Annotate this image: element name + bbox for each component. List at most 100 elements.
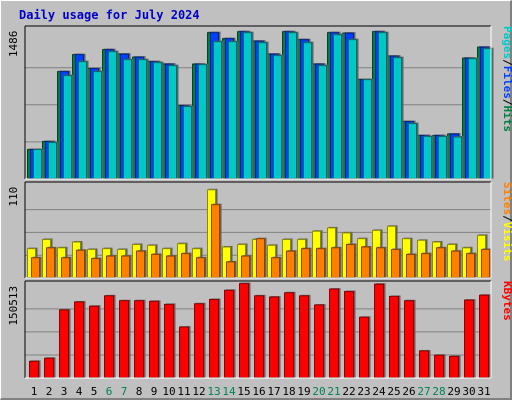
legend-part: / [501, 215, 512, 222]
bar-sites-day-13 [211, 204, 220, 278]
bar-kbytes-day-9 [149, 300, 159, 378]
bar-pages-day-22 [348, 39, 357, 180]
bar-kbytes-day-28 [434, 354, 444, 378]
bar-sites-day-26 [406, 253, 415, 278]
bar-pages-day-17 [273, 55, 282, 179]
bar-kbytes-day-18 [284, 292, 294, 378]
bar-pages-day-7 [123, 59, 132, 179]
bar-kbytes-day-11 [179, 326, 189, 378]
x-tick-label-day-29: 29 [447, 385, 460, 398]
bar-sites-day-4 [76, 249, 85, 279]
panel-2-max-label: 110 [7, 187, 20, 207]
panel-1-max-label: 1486 [7, 31, 20, 58]
legend-part: Visits [501, 222, 512, 262]
bar-sites-day-6 [106, 255, 115, 279]
bar-kbytes-day-10 [164, 303, 174, 379]
bar-pages-day-14 [228, 41, 237, 179]
bar-kbytes-day-19 [299, 295, 309, 378]
bar-pages-day-3 [63, 75, 72, 179]
bar-kbytes-day-14 [224, 289, 234, 379]
bar-kbytes-day-4 [74, 301, 84, 378]
x-tick-label-day-14: 14 [222, 385, 236, 398]
x-tick-label-day-26: 26 [402, 385, 415, 398]
bar-sites-day-20 [316, 248, 325, 278]
legend-part: / [501, 59, 512, 66]
bar-kbytes-day-30 [464, 299, 474, 379]
x-tick-label-day-31: 31 [477, 385, 490, 398]
bar-sites-day-11 [181, 253, 190, 278]
x-tick-label-day-18: 18 [282, 385, 295, 398]
bar-sites-day-15 [241, 255, 250, 279]
x-tick-label-day-22: 22 [342, 385, 355, 398]
bar-kbytes-day-3 [59, 309, 69, 378]
bar-pages-day-13 [213, 41, 222, 179]
x-tick-label-day-2: 2 [46, 385, 53, 398]
legend-part: KBytes [501, 281, 512, 321]
x-tick-label-day-27: 27 [417, 385, 430, 398]
x-tick-label-day-8: 8 [136, 385, 143, 398]
bar-pages-day-5 [93, 71, 102, 179]
x-tick-label-day-12: 12 [192, 385, 205, 398]
bar-pages-day-18 [288, 32, 297, 179]
legend-part: Pages [501, 26, 512, 59]
bar-sites-day-24 [376, 247, 385, 279]
bar-sites-day-3 [61, 257, 70, 279]
x-tick-label-day-25: 25 [387, 385, 400, 398]
bar-sites-day-16 [256, 238, 265, 279]
x-tick-label-day-10: 10 [162, 385, 175, 398]
bar-sites-day-9 [151, 253, 160, 278]
bar-pages-day-31 [483, 48, 492, 179]
x-tick-label-day-6: 6 [106, 385, 113, 398]
bar-pages-day-20 [318, 65, 327, 179]
x-tick-label-day-28: 28 [432, 385, 445, 398]
bar-sites-day-10 [166, 255, 175, 279]
bar-kbytes-day-26 [404, 300, 414, 378]
bar-pages-day-11 [183, 106, 192, 179]
bar-sites-day-23 [361, 246, 370, 279]
bar-kbytes-day-20 [314, 304, 324, 378]
bar-kbytes-day-1 [29, 360, 39, 379]
bar-kbytes-day-31 [479, 294, 489, 379]
bar-sites-day-2 [46, 247, 55, 279]
bar-pages-day-23 [363, 79, 372, 179]
bar-kbytes-day-25 [389, 295, 399, 378]
bar-kbytes-day-15 [239, 283, 249, 378]
x-tick-label-day-5: 5 [91, 385, 98, 398]
legend-part: Sites [501, 182, 512, 215]
x-tick-label-day-13: 13 [207, 385, 220, 398]
x-tick-label-day-16: 16 [252, 385, 265, 398]
x-tick-label-day-7: 7 [121, 385, 128, 398]
bar-pages-day-30 [468, 58, 477, 179]
panel-2-legend: Sites/Visits [501, 182, 512, 262]
bar-kbytes-day-17 [269, 296, 279, 378]
bar-kbytes-day-7 [119, 300, 129, 378]
bar-pages-day-10 [168, 65, 177, 179]
bar-sites-day-25 [391, 248, 400, 278]
x-tick-label-day-30: 30 [462, 385, 475, 398]
x-tick-label-day-24: 24 [372, 385, 386, 398]
x-tick-label-day-17: 17 [267, 385, 280, 398]
chart-title: Daily usage for July 2024 [19, 8, 200, 22]
bar-pages-day-24 [378, 32, 387, 179]
bar-kbytes-day-8 [134, 300, 144, 378]
bar-sites-day-30 [466, 253, 475, 278]
bar-sites-day-1 [31, 257, 40, 279]
x-tick-label-day-20: 20 [312, 385, 325, 398]
x-tick-label-day-11: 11 [177, 385, 190, 398]
bar-sites-day-8 [136, 250, 145, 278]
bar-pages-day-1 [33, 149, 42, 180]
bar-sites-day-17 [271, 257, 280, 279]
bar-kbytes-day-29 [449, 355, 459, 379]
x-tick-label-day-9: 9 [151, 385, 158, 398]
bar-pages-day-2 [48, 142, 57, 179]
bar-sites-day-22 [346, 244, 355, 279]
x-tick-label-day-23: 23 [357, 385, 370, 398]
bar-sites-day-27 [421, 253, 430, 278]
bar-kbytes-day-23 [359, 316, 369, 379]
bar-sites-day-19 [301, 248, 310, 278]
bar-pages-day-4 [78, 61, 87, 180]
x-tick-label-day-1: 1 [31, 385, 38, 398]
bar-sites-day-29 [451, 250, 460, 278]
bar-pages-day-12 [198, 64, 207, 179]
